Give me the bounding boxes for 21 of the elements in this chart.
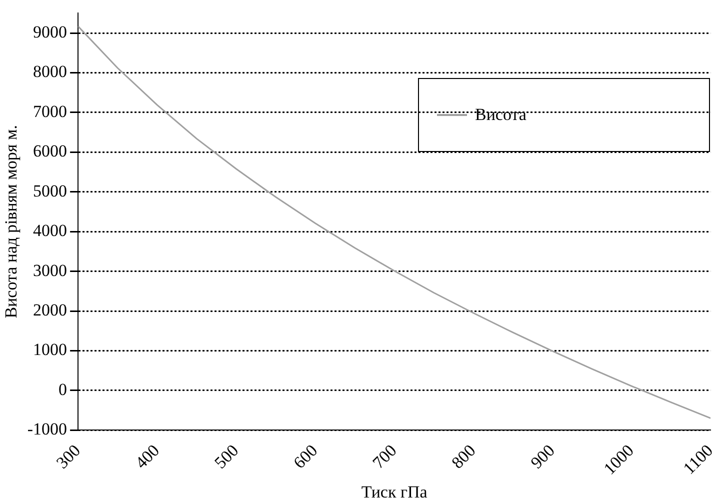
y-tick-label: 2000 [33,300,68,320]
y-tick-label: -1000 [27,420,68,439]
y-tick-label: 8000 [33,62,68,82]
x-tick-label: 300 [52,440,84,472]
y-tick-label: 7000 [33,102,68,121]
x-tick-label: 800 [448,440,480,472]
x-tick-label: 600 [290,440,322,472]
y-tick-label: 9000 [33,22,68,42]
x-tick-label: 1100 [680,440,717,478]
y-tick-label: 3000 [33,260,68,280]
x-tick-label: 900 [526,440,558,472]
y-tick-label: 6000 [33,142,68,161]
x-tick-label: 700 [368,440,400,472]
y-tick-label: 5000 [33,181,68,200]
y-tick-label: 1000 [33,340,68,360]
y-tick-label: 0 [58,380,68,399]
y-axis-title: Висота над рівням моря м. [2,125,21,318]
x-tick-label: 500 [210,440,242,472]
y-tick-label: 4000 [33,221,68,240]
x-axis-title: Тиск гПа [361,482,428,502]
x-tick-label: 400 [132,440,164,472]
